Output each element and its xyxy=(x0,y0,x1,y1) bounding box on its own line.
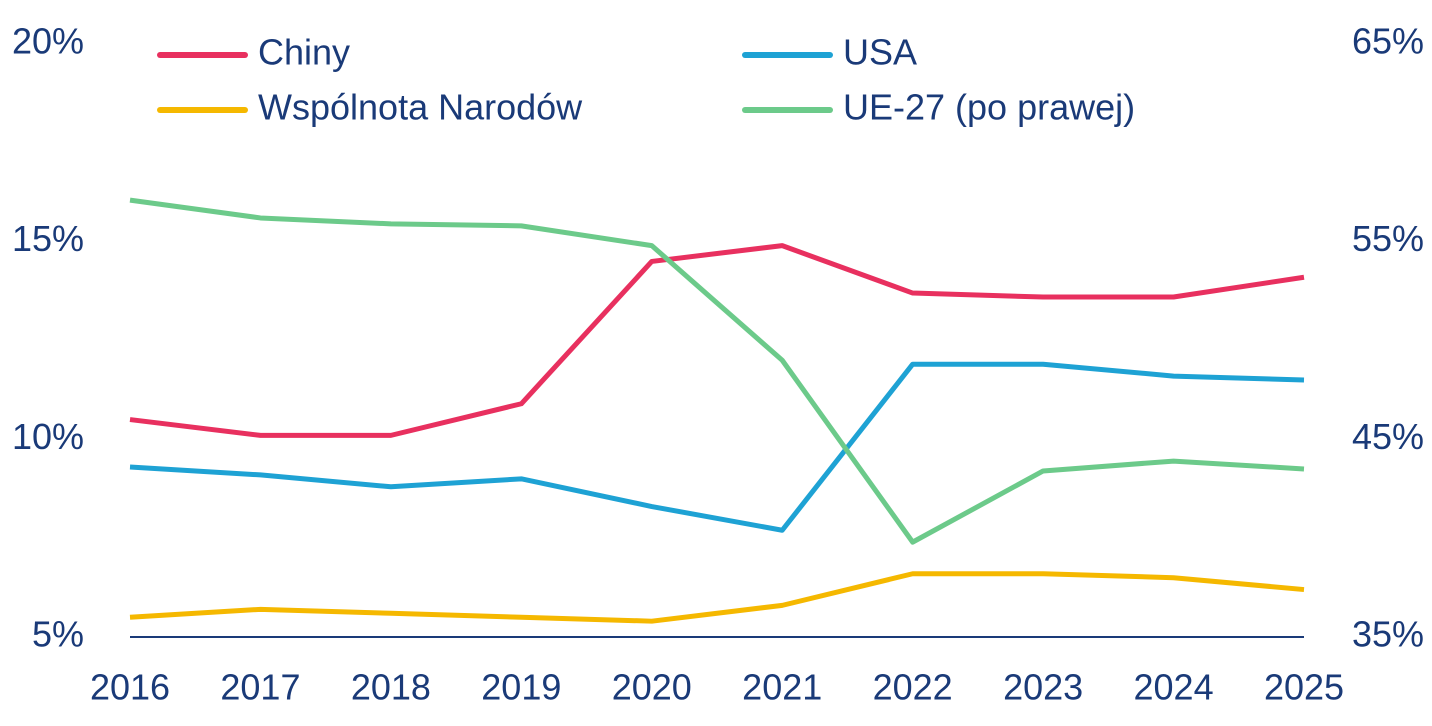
x-tick-label: 2018 xyxy=(351,667,431,708)
y-tick-label: 5% xyxy=(32,614,84,655)
y-tick-label: 10% xyxy=(12,416,84,457)
x-tick-label: 2025 xyxy=(1264,667,1344,708)
x-tick-label: 2016 xyxy=(90,667,170,708)
series-line xyxy=(129,243,1305,438)
series-line xyxy=(129,571,1305,624)
x-tick-label: 2024 xyxy=(1134,667,1214,708)
y2-tick-label: 65% xyxy=(1352,21,1424,62)
y-tick-label: 15% xyxy=(12,218,84,259)
x-tick-label: 2019 xyxy=(481,667,561,708)
legend-label: USA xyxy=(843,32,917,73)
y2-tick-label: 35% xyxy=(1352,614,1424,655)
x-tick-label: 2021 xyxy=(742,667,822,708)
y2-tick-label: 45% xyxy=(1352,416,1424,457)
legend-label: Wspólnota Narodów xyxy=(258,87,583,128)
x-tick-label: 2022 xyxy=(873,667,953,708)
series-line xyxy=(129,197,1305,545)
x-tick-label: 2020 xyxy=(612,667,692,708)
y2-tick-label: 55% xyxy=(1352,218,1424,259)
legend-label: UE-27 (po prawej) xyxy=(843,87,1135,128)
legend-label: Chiny xyxy=(258,32,350,73)
series-line xyxy=(129,361,1305,533)
x-tick-label: 2023 xyxy=(1003,667,1083,708)
x-tick-label: 2017 xyxy=(220,667,300,708)
y-tick-label: 20% xyxy=(12,21,84,62)
